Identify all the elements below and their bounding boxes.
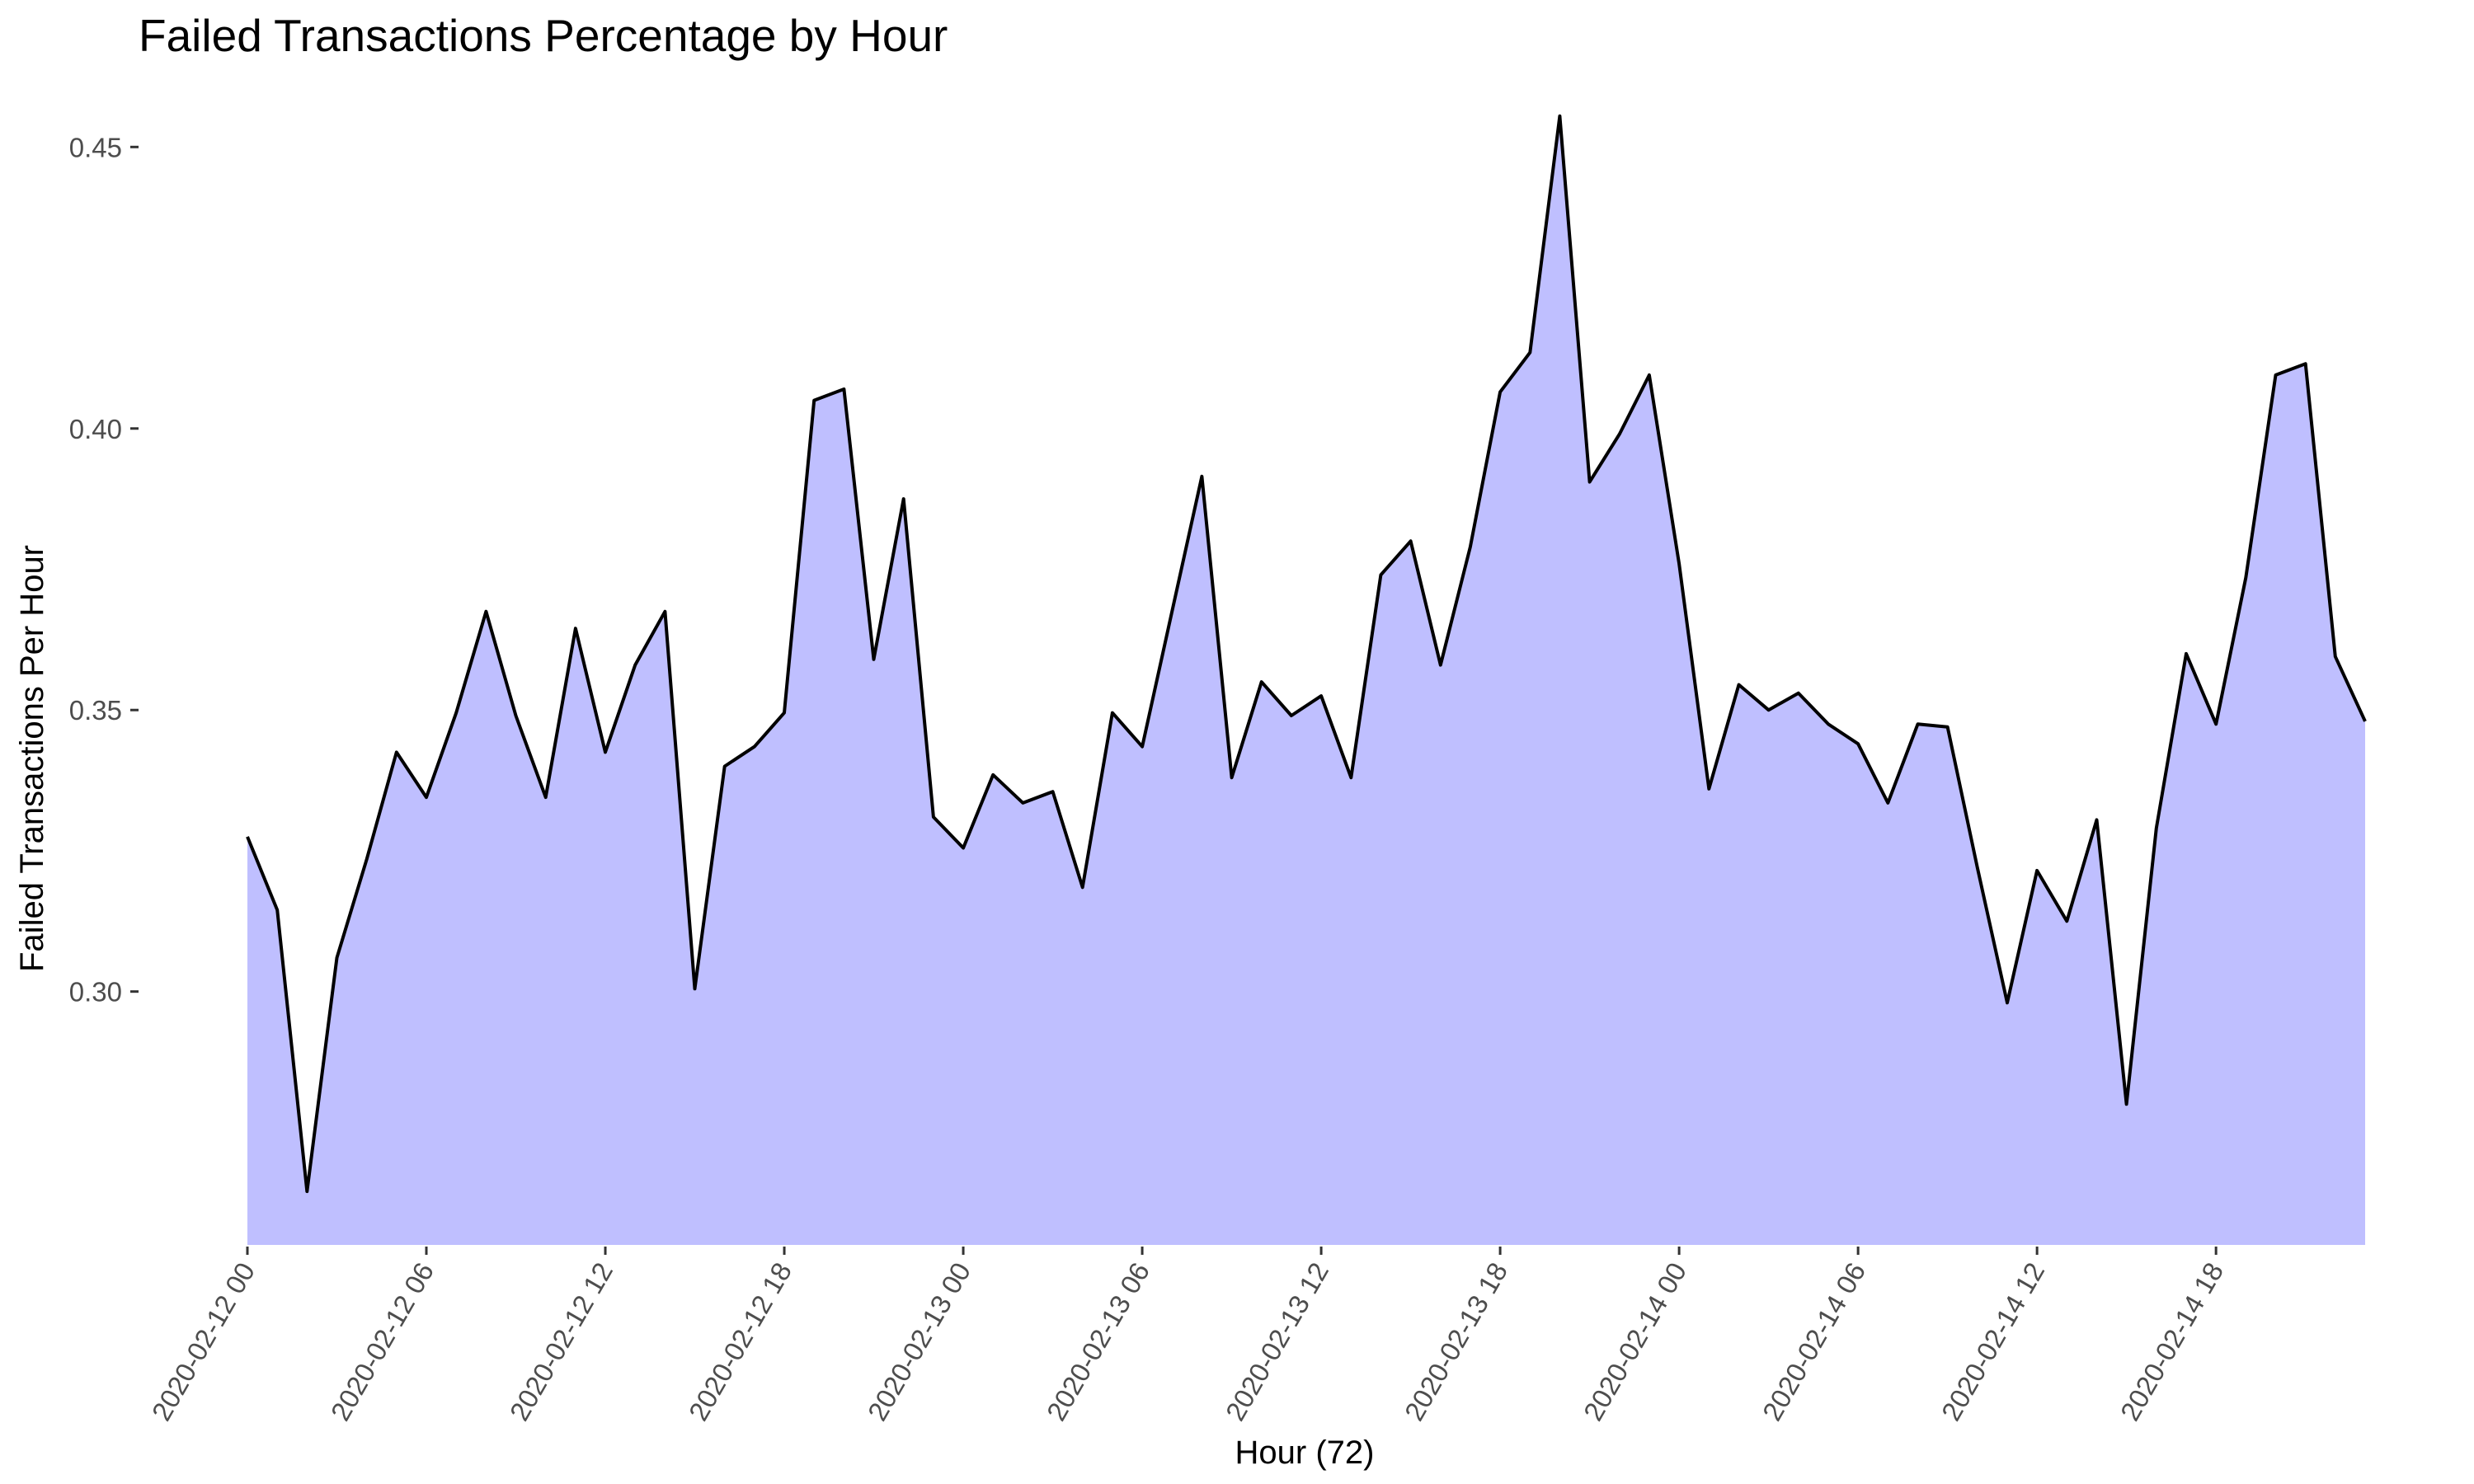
y-axis: 0.30 0.35 0.40 0.45 [69, 132, 139, 1007]
x-tick-label: 2020-02-14 18 [2114, 1257, 2229, 1425]
x-tick-label: 2020-02-13 06 [1041, 1257, 1155, 1425]
x-tick-label: 2020-02-12 06 [325, 1257, 440, 1425]
x-tick-label: 2020-02-14 12 [1935, 1257, 2050, 1425]
x-tick-label: 2020-02-13 00 [862, 1257, 976, 1425]
y-axis-title: Failed Transactions Per Hour [14, 545, 50, 972]
x-axis-title: Hour (72) [1235, 1435, 1375, 1471]
series-line [246, 114, 2367, 1194]
x-axis: 2020-02-12 00 2020-02-12 06 2020-02-12 12 2… [146, 1247, 2229, 1425]
x-tick-label: 2020-02-12 00 [146, 1257, 261, 1425]
y-tick-label: 0.30 [69, 977, 122, 1007]
x-tick-label: 2020-02-13 18 [1399, 1257, 1513, 1425]
y-tick-label: 0.35 [69, 695, 122, 726]
y-tick-label: 0.40 [69, 414, 122, 444]
chart-title: Failed Transactions Percentage by Hour [139, 10, 948, 61]
x-tick-label: 2020-02-12 12 [504, 1257, 618, 1425]
x-tick-label: 2020-02-12 18 [683, 1257, 797, 1425]
x-tick-label: 2020-02-14 06 [1757, 1257, 1871, 1425]
x-tick-label: 2020-02-14 00 [1578, 1257, 1692, 1425]
x-tick-label: 2020-02-13 12 [1220, 1257, 1334, 1425]
plot-area [246, 114, 2367, 1246]
y-tick-label: 0.45 [69, 132, 122, 162]
series-area-fill [247, 115, 2365, 1246]
